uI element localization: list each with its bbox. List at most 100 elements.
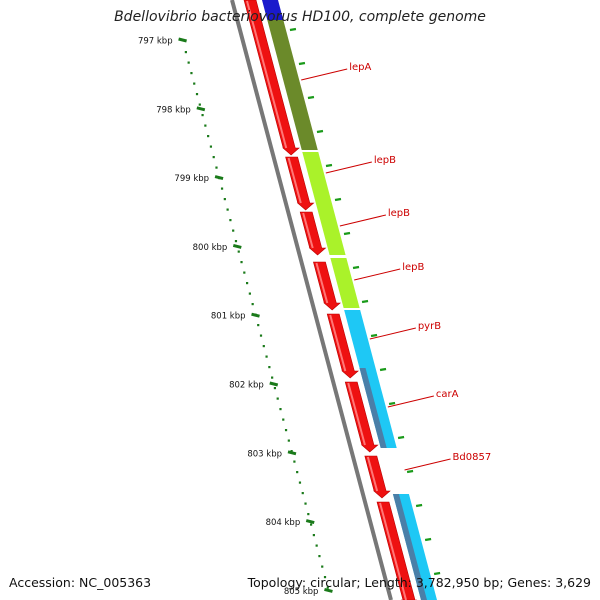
gene-label[interactable]: lepB xyxy=(374,155,396,166)
ruler-dot xyxy=(245,282,249,285)
ruler-dot xyxy=(301,492,304,495)
accession-value: NC_005363 xyxy=(79,575,152,590)
gene-arrow-highlight xyxy=(379,502,407,600)
ruler-tick xyxy=(305,519,315,525)
gene-leader-line xyxy=(325,161,372,174)
ruler-dot xyxy=(240,261,243,264)
gene-label[interactable]: lepB xyxy=(388,208,410,219)
ruler-dot xyxy=(271,376,274,379)
ruler-tick-label: 803 kbp xyxy=(247,449,282,459)
gene-leader-line xyxy=(339,214,387,227)
ruler-dot xyxy=(195,93,199,96)
ruler-tick xyxy=(251,312,260,318)
ruler-dot xyxy=(198,103,201,106)
strip-tick xyxy=(406,469,414,474)
cog-block[interactable] xyxy=(344,310,397,448)
backbone-line xyxy=(230,0,393,600)
ruler-dot xyxy=(321,565,324,568)
genome-stats: Topology: circular; Length: 3,782,950 bp… xyxy=(247,575,591,590)
strip-tick xyxy=(352,265,360,270)
strip-tick xyxy=(388,401,396,406)
ruler: 797 kbp 798 kbp 799 kbp 800 kbp 801 kbp 802 k… xyxy=(138,37,333,597)
cog-block[interactable] xyxy=(262,0,284,20)
ruler-tick xyxy=(232,243,242,249)
strip-tick xyxy=(289,27,297,32)
gene-arrow-highlight xyxy=(329,314,347,372)
strip-tick xyxy=(361,299,369,304)
ruler-dot xyxy=(209,145,213,148)
accession-label: Accession: xyxy=(9,575,76,590)
map-title: Bdellovibrio bacteriovorus HD100, comple… xyxy=(114,9,486,25)
ruler-dot xyxy=(187,61,190,64)
topology-value: circular xyxy=(310,575,357,590)
ruler-dot xyxy=(318,555,321,558)
ruler-dot xyxy=(237,250,240,253)
ruler-dot xyxy=(307,513,310,516)
ruler-dot xyxy=(273,387,277,390)
cog-block[interactable] xyxy=(302,152,346,255)
ruler-dot xyxy=(232,229,235,232)
ruler-tick-label: 797 kbp xyxy=(138,37,173,47)
strip-tick xyxy=(424,537,432,542)
strip-tick xyxy=(433,571,441,576)
cog-block[interactable] xyxy=(330,258,360,308)
ruler-tick xyxy=(324,587,333,593)
ruler-dot xyxy=(323,576,327,579)
ruler-tick-label: 801 kbp xyxy=(211,312,246,322)
ruler-tick-label: 804 kbp xyxy=(266,518,301,528)
ruler-tick xyxy=(287,450,297,456)
gene-label[interactable]: carA xyxy=(436,389,459,400)
genes-label: Genes: xyxy=(507,575,552,590)
ruler-dot xyxy=(279,408,282,411)
ruler-dot xyxy=(262,345,265,348)
cog-strip-track xyxy=(262,0,441,600)
gene-leader-line xyxy=(301,68,348,81)
ruler-tick-label: 802 kbp xyxy=(229,381,264,391)
ruler-dot xyxy=(220,187,224,190)
gene-track xyxy=(243,0,417,600)
ruler-dot xyxy=(315,544,318,547)
gene-arrow-highlight xyxy=(246,0,288,149)
strip-tick xyxy=(415,503,423,508)
accession-info: Accession: NC_005363 xyxy=(9,575,151,590)
gene-arrow-highlight xyxy=(366,456,379,492)
ruler-dot xyxy=(282,418,285,421)
ruler-dot xyxy=(309,523,313,526)
ruler-dot xyxy=(293,460,296,463)
ruler-dot xyxy=(265,355,268,358)
ruler-tick xyxy=(214,175,224,181)
strip-tick xyxy=(397,435,405,440)
ruler-tick-label: 798 kbp xyxy=(156,105,191,115)
ruler-dot xyxy=(326,586,329,589)
gene-label[interactable]: lepA xyxy=(349,62,371,73)
strip-tick xyxy=(298,61,306,66)
gene-leader-line xyxy=(354,268,401,281)
gene-arrow-highlight xyxy=(302,212,314,249)
gene-arrow-highlight xyxy=(347,382,366,446)
ruler-dot xyxy=(284,429,288,432)
ruler-tick xyxy=(196,106,206,112)
gene-label[interactable]: lepB xyxy=(402,262,424,273)
ruler-tick-label: 805 kbp xyxy=(284,587,319,597)
ruler-tick xyxy=(178,37,187,43)
ruler-dot xyxy=(207,135,210,138)
gene-arrow-highlight xyxy=(315,262,329,304)
topology-label: Topology: xyxy=(247,575,307,590)
gene-label[interactable]: pyrB xyxy=(418,321,441,332)
ruler-dot xyxy=(193,82,196,85)
ruler-dot xyxy=(298,481,302,484)
gene-leader-line xyxy=(369,327,416,340)
ruler-dot xyxy=(259,334,263,337)
cog-block[interactable] xyxy=(267,20,318,150)
strip-tick xyxy=(325,163,333,168)
ruler-dot xyxy=(201,114,204,117)
backbone-track xyxy=(230,0,393,600)
gene-label[interactable]: Bd0857 xyxy=(453,452,492,463)
ruler-tick-label: 799 kbp xyxy=(174,174,209,184)
ruler-dot xyxy=(290,450,293,453)
ruler-dot xyxy=(312,534,315,537)
ruler-dot xyxy=(223,198,226,201)
ruler-dot xyxy=(257,324,260,327)
gene-leader-line xyxy=(404,458,451,471)
